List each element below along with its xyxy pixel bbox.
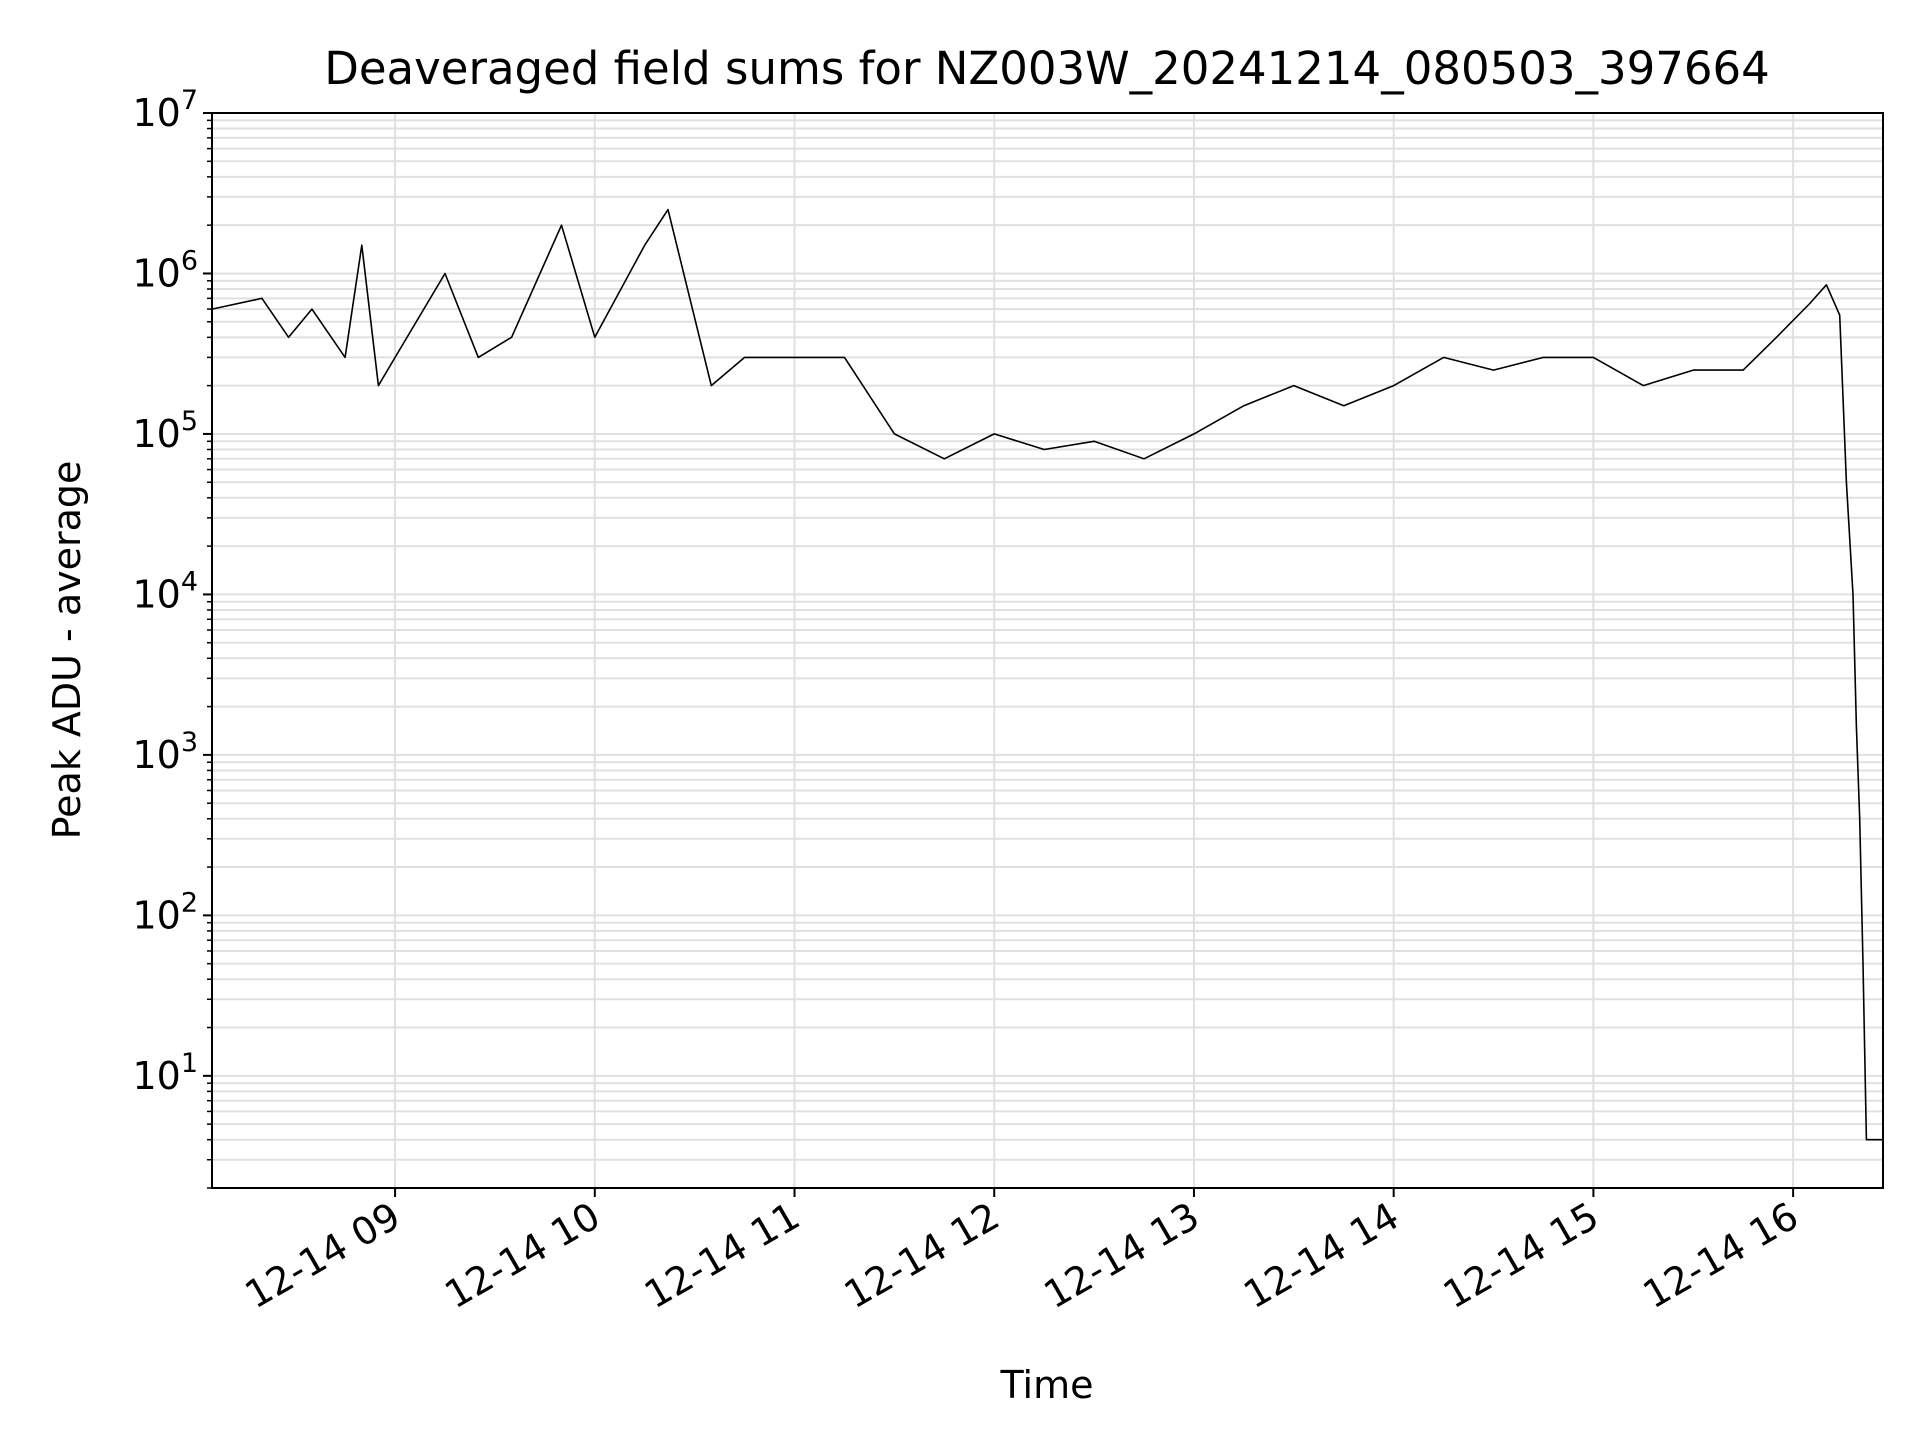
x-axis-label: Time xyxy=(1000,1363,1094,1407)
x-tick-label: 12-14 13 xyxy=(1036,1194,1206,1318)
chart-title: Deaveraged field sums for NZ003W_2024121… xyxy=(324,42,1770,95)
series-line xyxy=(211,208,1883,1141)
y-tick-label: 101 xyxy=(132,1048,198,1098)
y-tick-label: 102 xyxy=(132,887,198,937)
y-tick-label: 106 xyxy=(132,245,198,295)
y-tick-label: 104 xyxy=(132,566,198,616)
y-tick-label: 107 xyxy=(132,85,198,135)
x-tick-label: 12-14 11 xyxy=(637,1194,807,1318)
y-axis-ticks: 101 102 103 104 105 106 107 xyxy=(132,85,212,1189)
x-tick-label: 12-14 16 xyxy=(1636,1194,1806,1318)
grid-lines xyxy=(212,112,1883,1189)
y-tick-label: 105 xyxy=(132,406,198,456)
x-tick-label: 12-14 09 xyxy=(238,1194,408,1318)
x-tick-label: 12-14 10 xyxy=(437,1194,607,1318)
y-tick-label: 103 xyxy=(132,727,198,777)
x-tick-label: 12-14 14 xyxy=(1236,1194,1406,1318)
plot-frame xyxy=(211,112,1884,1189)
x-tick-label: 12-14 12 xyxy=(837,1194,1007,1318)
x-axis-ticks: 12-14 09 12-14 10 12-14 11 12-14 12 12-14 13… xyxy=(238,1188,1806,1317)
x-tick-label: 12-14 15 xyxy=(1436,1194,1606,1318)
y-axis-label: Peak ADU - average xyxy=(45,461,89,840)
